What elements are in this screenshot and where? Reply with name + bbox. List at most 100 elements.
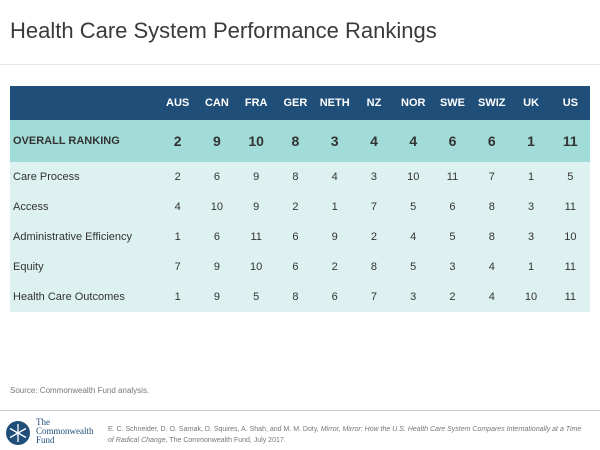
footer-rule: [0, 410, 600, 411]
rank-cell: 6: [432, 192, 473, 222]
rank-cell: 7: [158, 252, 198, 282]
rank-cell: 11: [550, 282, 590, 312]
rank-cell: 6: [197, 162, 237, 192]
table-row: Access 4 10 9 2 1 7 5 6 8 3 11: [10, 192, 590, 222]
rank-cell: 9: [236, 192, 276, 222]
rank-cell: 6: [275, 252, 316, 282]
logo-icon: [6, 421, 30, 445]
rank-cell: 2: [275, 192, 316, 222]
rank-cell: 4: [354, 120, 394, 162]
rank-cell: 10: [550, 222, 590, 252]
row-label: OVERALL RANKING: [10, 120, 158, 162]
rank-cell: 4: [393, 120, 433, 162]
rank-cell: 4: [393, 222, 433, 252]
rank-cell: 2: [158, 120, 198, 162]
rank-cell: 7: [472, 162, 512, 192]
rank-cell: 11: [550, 192, 590, 222]
rank-cell: 6: [432, 120, 473, 162]
row-label: Access: [10, 192, 158, 222]
rank-cell: 10: [236, 252, 276, 282]
column-header: NETH: [315, 86, 355, 120]
citation-publisher: , The Commonwealth Fund, July 2017.: [165, 437, 286, 444]
column-header: AUS: [158, 86, 198, 120]
rank-cell: 8: [275, 120, 316, 162]
rank-cell: 8: [472, 222, 512, 252]
rank-cell: 6: [197, 222, 237, 252]
rank-cell: 9: [197, 120, 237, 162]
rank-cell: 5: [393, 252, 433, 282]
rank-cell: 11: [432, 162, 473, 192]
header-blank: [10, 86, 158, 120]
source-note: Source: Commonwealth Fund analysis.: [10, 386, 150, 395]
rank-cell: 1: [315, 192, 355, 222]
rank-cell: 1: [511, 252, 551, 282]
column-header: NOR: [393, 86, 433, 120]
rank-cell: 6: [275, 222, 316, 252]
rank-cell: 8: [472, 192, 512, 222]
rank-cell: 2: [354, 222, 394, 252]
citation: E. C. Schneider, D. O. Sarnak, D. Squire…: [108, 424, 588, 446]
rank-cell: 6: [315, 282, 355, 312]
rank-cell: 1: [511, 120, 551, 162]
table-row: Care Process 2 6 9 8 4 3 10 11 7 1 5: [10, 162, 590, 192]
logo-line: The: [36, 417, 50, 427]
rank-cell: 10: [393, 162, 433, 192]
rank-cell: 10: [197, 192, 237, 222]
logo-line: Commonwealth: [36, 426, 94, 436]
ranking-table: AUS CAN FRA GER NETH NZ NOR SWE SWIZ UK US OVERALL…: [10, 86, 590, 312]
rank-cell: 4: [472, 282, 512, 312]
rank-cell: 9: [236, 162, 276, 192]
rank-cell: 3: [393, 282, 433, 312]
column-header: UK: [511, 86, 551, 120]
column-header: US: [550, 86, 590, 120]
rank-cell: 7: [354, 192, 394, 222]
rank-cell: 3: [511, 222, 551, 252]
rank-cell: 6: [472, 120, 512, 162]
column-header: GER: [275, 86, 316, 120]
rank-cell: 11: [550, 120, 590, 162]
table-row: Health Care Outcomes 1 9 5 8 6 7 3 2 4 10 11: [10, 282, 590, 312]
rank-cell: 11: [550, 252, 590, 282]
rank-cell: 9: [315, 222, 355, 252]
table-row: OVERALL RANKING 2 9 10 8 3 4 4 6 6 1 11: [10, 120, 590, 162]
row-label: Care Process: [10, 162, 158, 192]
header-row: AUS CAN FRA GER NETH NZ NOR SWE SWIZ UK US: [10, 86, 590, 120]
row-label: Administrative Efficiency: [10, 222, 158, 252]
rank-cell: 4: [472, 252, 512, 282]
rank-cell: 1: [158, 222, 198, 252]
rank-cell: 4: [315, 162, 355, 192]
table-row: Equity 7 9 10 6 2 8 5 3 4 1 11: [10, 252, 590, 282]
citation-work: Mirror, Mirror: How the U.S. Health Care…: [108, 426, 582, 444]
rank-cell: 7: [354, 282, 394, 312]
column-header: NZ: [354, 86, 394, 120]
rank-cell: 8: [275, 162, 316, 192]
rank-cell: 3: [354, 162, 394, 192]
logo-text: The Commonwealth Fund: [36, 418, 94, 445]
column-header: CAN: [197, 86, 237, 120]
rank-cell: 10: [236, 120, 276, 162]
rank-cell: 5: [432, 222, 473, 252]
logo-line: Fund: [36, 435, 55, 445]
rank-cell: 3: [432, 252, 473, 282]
row-label: Equity: [10, 252, 158, 282]
slide-title: Health Care System Performance Rankings: [10, 18, 437, 43]
rank-cell: 5: [550, 162, 590, 192]
citation-authors: E. C. Schneider, D. O. Sarnak, D. Squire…: [108, 426, 319, 433]
table-body: OVERALL RANKING 2 9 10 8 3 4 4 6 6 1 11 Care Process…: [10, 120, 590, 312]
row-label: Health Care Outcomes: [10, 282, 158, 312]
rank-cell: 9: [197, 282, 237, 312]
rank-cell: 1: [158, 282, 198, 312]
rank-cell: 10: [511, 282, 551, 312]
title-rule: [0, 64, 600, 65]
rank-cell: 2: [315, 252, 355, 282]
table-row: Administrative Efficiency 1 6 11 6 9 2 4 5 8 3 10: [10, 222, 590, 252]
rank-cell: 2: [432, 282, 473, 312]
rank-cell: 8: [354, 252, 394, 282]
rank-cell: 1: [511, 162, 551, 192]
column-header: SWE: [432, 86, 473, 120]
rank-cell: 3: [511, 192, 551, 222]
rank-cell: 9: [197, 252, 237, 282]
rank-cell: 11: [236, 222, 276, 252]
rank-cell: 5: [393, 192, 433, 222]
